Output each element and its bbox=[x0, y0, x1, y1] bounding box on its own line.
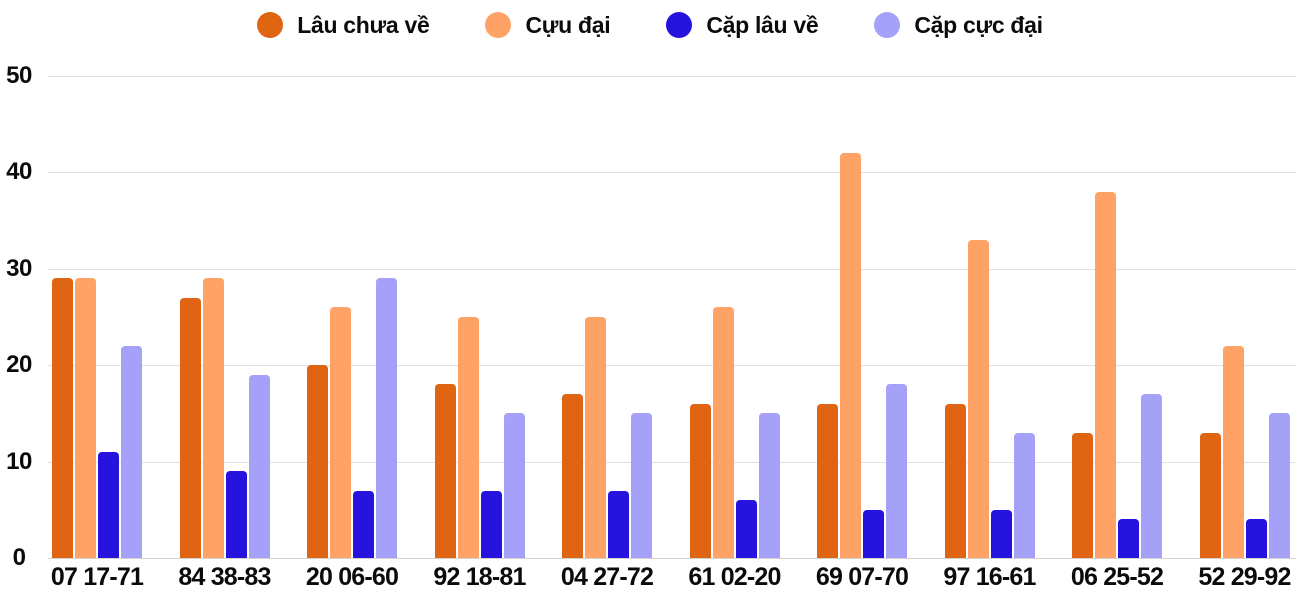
legend-item-3[interactable]: Cặp lâu về bbox=[666, 11, 819, 39]
x-axis-label: 20 06-60 bbox=[305, 563, 399, 591]
bar-series-1-group-9 bbox=[1072, 432, 1093, 558]
x-axis-label: 92 18-81 bbox=[433, 563, 526, 591]
bar-series-4-group-4 bbox=[503, 413, 525, 558]
x-axis-label: 52 29-92 bbox=[1198, 563, 1291, 591]
bar-series-4-group-8 bbox=[1013, 432, 1035, 558]
bar-series-3-group-6 bbox=[735, 500, 757, 558]
bar-series-2-group-2 bbox=[202, 278, 224, 558]
legend-dot-icon bbox=[666, 12, 693, 38]
legend-label: Cặp cực đại bbox=[914, 11, 1043, 38]
bar-series-3-group-8 bbox=[990, 509, 1012, 558]
legend-dot-icon bbox=[874, 12, 901, 38]
bar-series-2-group-10 bbox=[1222, 345, 1244, 558]
y-axis-label: 50 bbox=[6, 62, 32, 89]
gridline bbox=[48, 76, 1296, 77]
bar-series-1-group-2 bbox=[179, 297, 201, 558]
y-axis-label: 0 bbox=[12, 544, 26, 571]
legend-dot-icon bbox=[257, 12, 284, 38]
bar-series-1-group-3 bbox=[307, 365, 328, 558]
chart-legend: Lâu chưa về Cựu đại Cặp lâu về Cặp cực đại bbox=[0, 8, 1300, 42]
bar-series-4-group-2 bbox=[248, 374, 270, 558]
bar-series-3-group-9 bbox=[1118, 519, 1139, 558]
gridline bbox=[48, 268, 1296, 270]
x-axis-label: 97 16-61 bbox=[943, 563, 1036, 591]
bar-series-2-group-5 bbox=[585, 317, 606, 558]
gridline bbox=[48, 172, 1296, 174]
bar-series-2-group-8 bbox=[967, 239, 989, 558]
bar-series-3-group-4 bbox=[480, 490, 502, 558]
x-axis-label: 04 27-72 bbox=[560, 563, 654, 591]
x-axis-label: 61 02-20 bbox=[688, 563, 781, 591]
bar-series-1-group-8 bbox=[944, 403, 966, 558]
bar-series-4-group-9 bbox=[1141, 394, 1162, 558]
bar-series-1-group-6 bbox=[689, 403, 711, 558]
y-axis-label: 40 bbox=[6, 158, 32, 186]
bar-series-3-group-3 bbox=[353, 490, 374, 558]
gridline bbox=[48, 461, 1296, 463]
bar-series-4-group-3 bbox=[376, 278, 397, 558]
bar-series-1-group-7 bbox=[817, 403, 838, 558]
bar-series-3-group-7 bbox=[863, 509, 884, 558]
bar-series-4-group-5 bbox=[631, 413, 652, 558]
x-axis-label: 84 38-83 bbox=[178, 563, 271, 591]
x-axis-baseline bbox=[48, 558, 1296, 559]
bar-series-4-group-10 bbox=[1268, 413, 1290, 558]
bar-series-1-group-10 bbox=[1199, 432, 1221, 558]
bar-series-1-group-5 bbox=[562, 394, 583, 558]
legend-item-2[interactable]: Cựu đại bbox=[485, 11, 611, 39]
bar-series-2-group-6 bbox=[712, 307, 734, 558]
bar-series-3-group-2 bbox=[225, 471, 247, 558]
legend-label: Cựu đại bbox=[525, 11, 611, 38]
x-axis-label: 07 17-71 bbox=[50, 563, 144, 591]
bar-series-3-group-5 bbox=[608, 490, 629, 558]
legend-item-4[interactable]: Cặp cực đại bbox=[874, 11, 1043, 39]
legend-dot-icon bbox=[485, 12, 512, 38]
legend-label: Cặp lâu về bbox=[706, 11, 819, 38]
bar-series-1-group-1 bbox=[52, 278, 73, 558]
bar-series-2-group-4 bbox=[457, 317, 479, 558]
bar-series-2-group-9 bbox=[1095, 191, 1116, 558]
legend-item-1[interactable]: Lâu chưa về bbox=[257, 11, 430, 39]
bar-series-3-group-10 bbox=[1245, 519, 1267, 558]
bar-series-3-group-1 bbox=[98, 451, 119, 558]
bar-series-1-group-4 bbox=[434, 384, 456, 558]
gridline bbox=[48, 365, 1296, 367]
bar-series-2-group-3 bbox=[330, 307, 351, 558]
y-axis-label: 20 bbox=[6, 351, 32, 379]
legend-label: Lâu chưa về bbox=[297, 11, 430, 38]
bar-series-4-group-6 bbox=[758, 413, 780, 558]
bar-series-4-group-7 bbox=[886, 384, 907, 558]
y-axis-label: 30 bbox=[6, 254, 32, 282]
y-axis-label: 10 bbox=[6, 447, 32, 475]
bar-series-4-group-1 bbox=[121, 345, 142, 558]
x-axis-label: 69 07-70 bbox=[815, 563, 909, 591]
x-axis-label: 06 25-52 bbox=[1070, 563, 1164, 591]
bar-series-2-group-1 bbox=[75, 278, 96, 558]
bar-series-2-group-7 bbox=[840, 153, 861, 558]
